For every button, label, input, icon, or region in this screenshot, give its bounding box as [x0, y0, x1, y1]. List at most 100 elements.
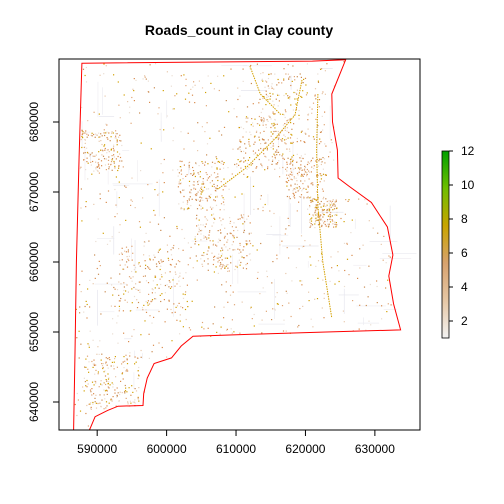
- road-cell: [322, 91, 324, 93]
- road-cell: [295, 108, 297, 110]
- road-cell: [142, 275, 145, 277]
- road-cell: [274, 156, 276, 158]
- road-cell: [182, 277, 184, 279]
- road-cell: [201, 321, 204, 324]
- road-cell: [137, 289, 139, 291]
- road-cell: [368, 220, 370, 222]
- road-cell: [105, 132, 107, 134]
- road-cell: [311, 108, 313, 110]
- road-cell: [125, 251, 127, 253]
- road-cell: [266, 149, 268, 151]
- road-cell: [148, 333, 150, 335]
- road-cell: [314, 95, 316, 97]
- road-cell: [138, 262, 140, 264]
- road-cell: [105, 123, 107, 125]
- road-cell: [252, 122, 254, 124]
- road-cell: [273, 124, 275, 126]
- road-cell: [268, 115, 270, 117]
- road-cell: [259, 293, 261, 295]
- road-cell: [134, 399, 136, 401]
- road-cell: [249, 145, 251, 147]
- road-cell: [122, 361, 124, 363]
- road-cell: [323, 293, 325, 295]
- road-cell: [272, 93, 274, 95]
- road-cell: [231, 332, 233, 334]
- road-cell: [134, 402, 136, 404]
- road-cell: [293, 91, 295, 94]
- road-cell: [249, 131, 251, 133]
- road-cell: [101, 143, 103, 146]
- road-cell: [229, 232, 231, 234]
- road-cell: [216, 195, 218, 197]
- road-cell: [260, 111, 262, 114]
- road-cell: [182, 249, 184, 251]
- road-cell: [343, 242, 346, 244]
- road-cell: [131, 385, 133, 387]
- road-cell: [130, 277, 132, 279]
- road-cell: [230, 68, 232, 70]
- road-cell: [320, 158, 322, 160]
- road-cell: [123, 289, 125, 292]
- road-cell: [217, 241, 219, 243]
- road-cell: [252, 125, 254, 127]
- road-cell: [352, 300, 354, 302]
- road-cell: [314, 298, 316, 300]
- road-cell: [178, 183, 180, 185]
- road-cell: [223, 126, 226, 128]
- road-cell: [322, 216, 324, 218]
- road-cell: [221, 160, 223, 162]
- road-cell: [272, 308, 274, 310]
- road-cell: [359, 304, 361, 306]
- road-cell: [318, 219, 320, 222]
- road-cell: [270, 135, 272, 137]
- road-cell: [96, 353, 98, 355]
- road-cell: [323, 196, 325, 198]
- road-cell: [217, 230, 219, 232]
- road-cell: [262, 72, 264, 74]
- road-cell: [239, 218, 241, 220]
- road-cell: [286, 195, 288, 198]
- road-cell: [259, 98, 261, 100]
- road-cell: [319, 173, 321, 175]
- road-cell: [93, 363, 95, 365]
- road-cell: [248, 233, 250, 235]
- road-cell: [295, 92, 297, 94]
- road-cell: [287, 217, 289, 219]
- road-cell: [79, 410, 82, 412]
- road-cell: [329, 216, 331, 218]
- road-cell: [170, 249, 172, 251]
- road-cell: [290, 104, 292, 106]
- road-cell: [220, 203, 223, 205]
- road-cell: [178, 302, 180, 304]
- road-cell: [132, 276, 134, 278]
- road-cell: [188, 199, 190, 201]
- road-cell: [304, 171, 306, 173]
- road-cell: [299, 157, 301, 159]
- road-cell: [309, 205, 311, 207]
- road-cell: [205, 91, 207, 94]
- road-cell: [260, 143, 262, 145]
- road-cell: [166, 244, 168, 246]
- road-cell: [97, 165, 99, 167]
- road-cell: [177, 169, 179, 171]
- road-cell: [76, 337, 78, 339]
- road-cell: [262, 80, 264, 82]
- road-cell: [86, 136, 88, 138]
- road-cell: [268, 159, 270, 161]
- road-cell: [99, 74, 101, 76]
- road-cell: [262, 97, 264, 100]
- road-cell: [209, 206, 212, 208]
- road-cell: [153, 316, 155, 318]
- road-cell: [100, 383, 102, 385]
- road-cell: [277, 162, 279, 164]
- road-cell: [304, 166, 307, 168]
- road-cell: [121, 373, 123, 375]
- road-cell: [114, 305, 116, 307]
- road-cell: [284, 129, 286, 131]
- road-cell: [233, 304, 236, 306]
- road-cell: [194, 236, 196, 238]
- road-cell: [213, 222, 215, 224]
- road-cell: [291, 174, 293, 176]
- road-cell: [111, 169, 113, 171]
- road-cell: [304, 141, 306, 143]
